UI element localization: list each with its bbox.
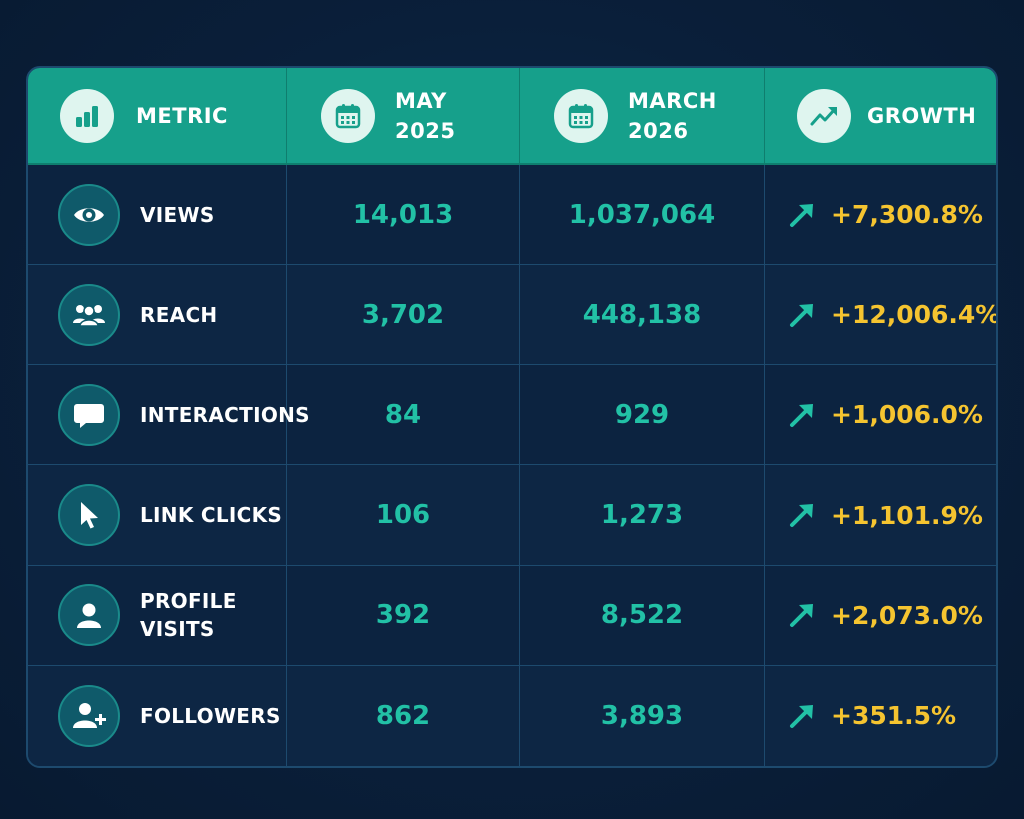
row-interactions-metric: INTERACTIONS [28, 365, 310, 466]
header-growth: GROWTH [765, 68, 996, 165]
header-growth-label: GROWTH [867, 103, 977, 128]
calendar-icon [554, 88, 608, 143]
followers-may-2025: 862 [287, 665, 520, 766]
growth-value: +351.5% [831, 701, 957, 731]
profile-visits-growth: +2,073.0% [765, 566, 996, 666]
followers-growth: +351.5% [765, 665, 996, 766]
eye-icon [58, 183, 120, 246]
trend-up-icon [797, 88, 851, 143]
metric-label: PROFILE VISITS [140, 589, 237, 642]
header-may-2025: MAY 2025 [287, 68, 520, 165]
growth-value: +1,101.9% [831, 500, 983, 530]
add-user-icon [58, 684, 120, 747]
arrow-up-right-icon [790, 403, 813, 427]
header-metric: METRIC [28, 68, 287, 165]
profile-visits-may-2025: 392 [287, 565, 520, 666]
growth-value: +1,006.0% [831, 400, 983, 430]
link-clicks-march-2026: 1,273 [520, 465, 765, 566]
views-growth: +7,300.8% [765, 165, 996, 266]
people-icon [58, 283, 120, 346]
header-may-2025-label: MAY 2025 [395, 88, 456, 143]
chat-bubble-icon [58, 383, 120, 446]
arrow-up-right-icon [790, 704, 813, 728]
profile-visits-march-2026: 8,522 [520, 565, 765, 666]
row-views-metric: VIEWS [28, 165, 287, 266]
row-link-clicks-metric: LINK CLICKS [28, 465, 287, 566]
metric-label: REACH [140, 302, 218, 327]
metric-label: VIEWS [140, 202, 215, 227]
metric-label: LINK CLICKS [140, 503, 283, 528]
cursor-icon [58, 484, 120, 547]
interactions-growth: +1,006.0% [765, 365, 996, 466]
row-reach-metric: REACH [28, 265, 287, 366]
metric-label: FOLLOWERS [140, 703, 281, 728]
metric-label: INTERACTIONS [140, 402, 310, 427]
views-march-2026: 1,037,064 [520, 165, 765, 266]
row-followers-metric: FOLLOWERS [28, 665, 287, 766]
growth-value: +2,073.0% [831, 600, 983, 630]
arrow-up-right-icon [790, 203, 813, 227]
views-may-2025: 14,013 [287, 165, 520, 266]
arrow-up-right-icon [790, 504, 813, 528]
link-clicks-may-2025: 106 [287, 465, 520, 566]
growth-value: +12,006.4% [831, 300, 998, 330]
header-metric-label: METRIC [136, 103, 228, 128]
user-icon [58, 584, 120, 647]
calendar-icon [321, 88, 375, 143]
metrics-table: METRIC MAY 2025 [26, 66, 998, 768]
header-march-2026: MARCH 2026 [520, 68, 765, 165]
row-profile-visits-metric: PROFILE VISITS [28, 565, 287, 666]
interactions-may-2025: 84 [287, 365, 520, 466]
growth-value: +7,300.8% [831, 200, 983, 230]
bar-chart-icon [60, 88, 114, 143]
link-clicks-growth: +1,101.9% [765, 465, 996, 566]
interactions-march-2026: 929 [520, 365, 765, 466]
arrow-up-right-icon [790, 604, 813, 628]
arrow-up-right-icon [790, 303, 813, 327]
header-march-2026-label: MARCH 2026 [628, 88, 717, 143]
reach-march-2026: 448,138 [520, 265, 765, 366]
followers-march-2026: 3,893 [520, 665, 765, 766]
reach-growth: +12,006.4% [765, 265, 998, 366]
reach-may-2025: 3,702 [287, 265, 520, 366]
